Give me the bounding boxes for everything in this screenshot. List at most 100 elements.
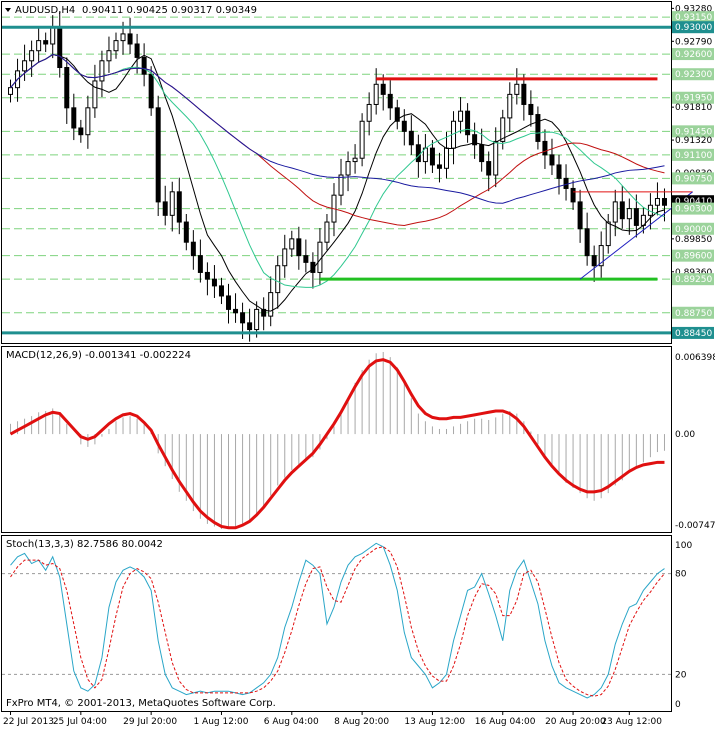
price-level-marker — [672, 172, 714, 185]
candle-body — [394, 107, 400, 122]
time-tick-label: 6 Aug 04:00 — [264, 717, 319, 727]
macd-label: MACD(12,26,9) -0.001341 -0.002224 — [6, 350, 191, 361]
candle-body — [542, 140, 548, 156]
candle-body — [282, 248, 288, 267]
time-tick-label: 8 Aug 20:00 — [334, 717, 389, 727]
candle-body — [289, 238, 295, 250]
candle-body — [113, 40, 119, 52]
price-tick-label: 0.88750 — [675, 309, 712, 319]
stoch-tick-label: 80 — [675, 570, 687, 580]
price-tick-label: 0.91950 — [675, 94, 712, 104]
macd-panel-frame — [1, 346, 672, 533]
candle-body — [247, 322, 253, 331]
candle-body — [612, 201, 618, 223]
candle-body — [29, 50, 35, 62]
price-tick-label: 0.91810 — [675, 103, 712, 113]
candle-body — [106, 50, 112, 62]
candle-body — [218, 285, 224, 297]
stoch-main-line — [10, 542, 665, 699]
candle-body — [436, 164, 442, 169]
candle-body — [240, 312, 246, 324]
price-level-marker — [672, 91, 714, 104]
candle-body — [500, 117, 506, 142]
time-tick-label: 13 Aug 12:00 — [404, 717, 465, 727]
candle-body — [275, 265, 281, 294]
price-level-marker — [672, 249, 714, 262]
price-level-marker — [672, 306, 714, 319]
price-level-marker — [672, 125, 714, 138]
price-level-marker — [672, 202, 714, 215]
price-tick-label: 0.89600 — [675, 252, 712, 262]
candle-body — [591, 255, 597, 267]
candle-body — [43, 40, 49, 45]
candle-body — [570, 187, 576, 203]
candle-body — [563, 177, 569, 189]
time-tick-label: 22 Jul 2013 — [3, 717, 54, 727]
candle-body — [654, 198, 660, 206]
candle-body — [528, 103, 534, 116]
candle-body — [661, 198, 667, 206]
price-tick-label: 0.93150 — [675, 13, 712, 23]
candle-body — [197, 255, 203, 273]
time-tick-label: 16 Aug 04:00 — [475, 717, 536, 727]
stoch-marks — [2, 542, 671, 699]
price-level-marker — [672, 11, 714, 24]
candle-body — [345, 161, 351, 176]
price-tick-label: 0.92790 — [675, 37, 712, 47]
ohlc-values: 0.90411 0.90425 0.90317 0.90349 — [82, 5, 257, 16]
macd-tick-label: 0.00 — [675, 430, 695, 440]
candle-body — [605, 221, 611, 247]
candle-body — [254, 308, 260, 331]
candle-body — [486, 161, 492, 176]
symbol-dropdown-icon[interactable] — [5, 8, 11, 12]
price-tick-label: 0.89360 — [675, 268, 712, 278]
candle-body — [408, 130, 414, 146]
candle-body — [190, 241, 196, 257]
candle-body — [373, 83, 379, 105]
candle-body — [57, 26, 63, 69]
price-tick-label: 0.93000 — [675, 23, 712, 33]
ma-long-line — [10, 54, 665, 204]
candle-body — [493, 140, 499, 176]
candle-body — [36, 40, 42, 52]
price-tick-label: 0.91100 — [675, 151, 712, 161]
price-tick-label: 0.90410 — [675, 197, 712, 207]
price-level-marker — [672, 21, 714, 34]
time-tick-label: 25 Jul 04:00 — [53, 717, 107, 727]
candle-body — [352, 157, 358, 163]
candle-body — [429, 147, 435, 166]
stoch-tick-label: 100 — [675, 541, 692, 551]
candle-body — [387, 93, 393, 109]
candle-body — [92, 80, 98, 109]
candle-body — [338, 174, 344, 196]
candle-body — [458, 110, 464, 122]
candle-body — [514, 83, 520, 95]
candle-body — [549, 154, 555, 166]
candle-body — [134, 43, 140, 58]
candle-body — [296, 238, 302, 257]
macd-marks — [9, 351, 665, 530]
macd-tick-label: -0.007475 — [675, 521, 715, 531]
copyright-text: FxPro MT4, © 2001-2013, MetaQuotes Softw… — [6, 698, 276, 709]
candle-body — [465, 110, 471, 136]
candle-body — [162, 201, 168, 216]
candle-body — [127, 33, 133, 45]
candle-body — [85, 107, 91, 136]
price-tick-label: 0.92300 — [675, 70, 712, 80]
symbol-label: AUDUSD,H4 — [15, 5, 75, 16]
candle-body — [380, 83, 386, 95]
candle-body — [268, 292, 274, 317]
price-tick-label: 0.89850 — [675, 235, 712, 245]
price-tick-label: 0.90000 — [675, 225, 712, 235]
candle-body — [479, 144, 485, 163]
price-tick-label: 0.88450 — [675, 329, 712, 339]
macd-signal-line — [9, 358, 665, 530]
ma-fast-line — [10, 54, 665, 312]
candle-body — [8, 87, 14, 95]
stoch-axis: 100 80 20 0 — [675, 541, 692, 710]
time-tick-label: 20 Aug 20:00 — [545, 717, 606, 727]
candle-body — [598, 245, 604, 267]
candle-body — [626, 208, 632, 220]
candle-body — [584, 228, 590, 257]
candle-body — [204, 271, 210, 280]
